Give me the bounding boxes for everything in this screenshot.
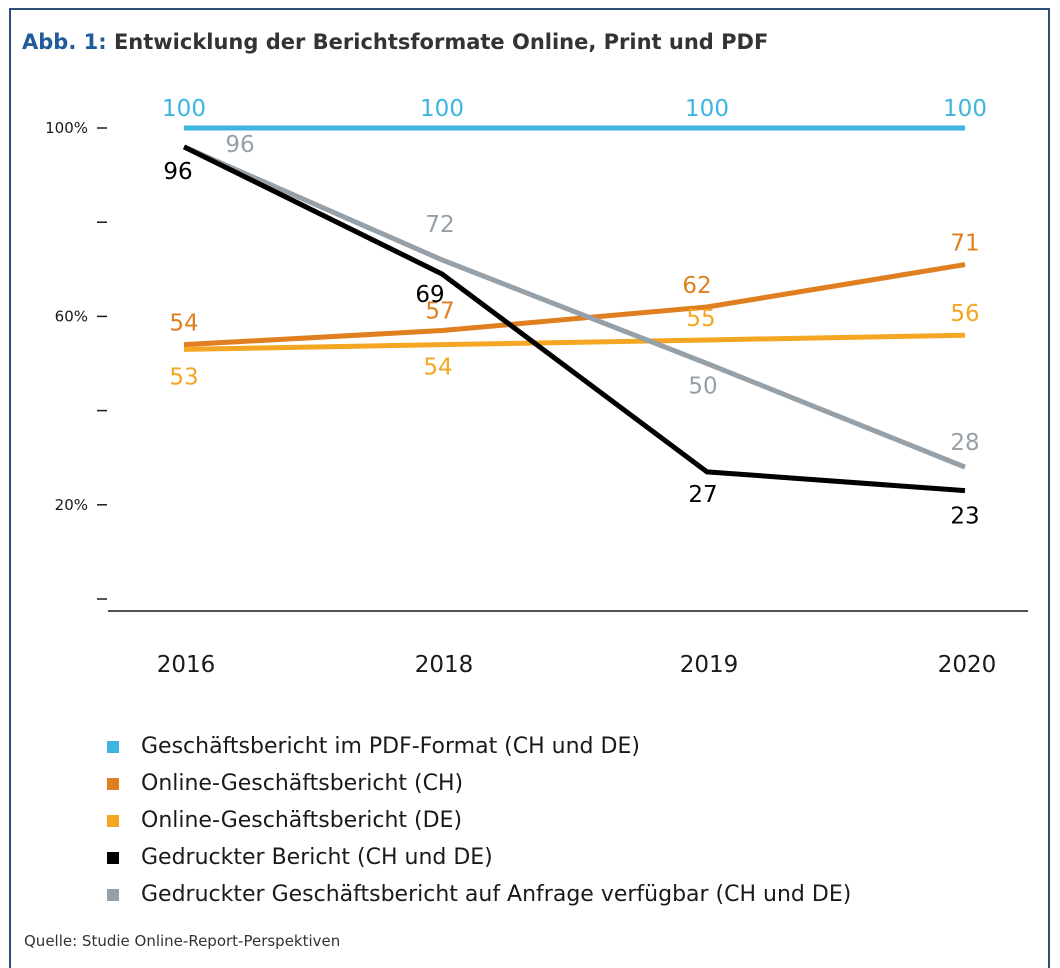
data-label: 55 (686, 306, 715, 332)
legend-swatch (107, 777, 119, 790)
legend-label: Gedruckter Bericht (CH und DE) (141, 845, 493, 870)
series-line (183, 332, 966, 352)
data-label: 57 (425, 299, 454, 325)
x-tick-label: 2016 (157, 652, 216, 678)
data-label: 62 (682, 273, 711, 299)
y-tick-label: 100% (45, 119, 88, 137)
legend-label: Gedruckter Geschäftsbericht auf Anfrage … (141, 882, 852, 907)
data-label: 69 (415, 282, 444, 308)
legend-item: Gedruckter Bericht (CH und DE) (107, 839, 851, 876)
data-label: 72 (425, 212, 454, 238)
data-label: 100 (685, 96, 729, 122)
series-line (182, 144, 966, 470)
legend-item: Online-Geschäftsbericht (DE) (107, 802, 851, 839)
legend-item: Online-Geschäftsbericht (CH) (107, 765, 851, 802)
x-tick-label: 2019 (680, 652, 739, 678)
chart-legend: Geschäftsbericht im PDF-Format (CH und D… (107, 728, 851, 913)
data-label: 54 (169, 311, 198, 337)
legend-label: Online-Geschäftsbericht (DE) (141, 808, 463, 833)
legend-swatch (107, 740, 119, 753)
legend-label: Geschäftsbericht im PDF-Format (CH und D… (141, 734, 640, 759)
x-tick-label: 2020 (938, 652, 997, 678)
series-line (182, 144, 966, 494)
data-label: 96 (163, 159, 192, 185)
legend-swatch (107, 851, 119, 864)
legend-swatch (107, 888, 119, 901)
y-tick-label: 60% (55, 307, 88, 325)
y-tick-label: 20% (55, 496, 88, 514)
data-label: 23 (950, 504, 979, 530)
figure-frame (9, 8, 1050, 968)
figure-label: Abb. 1: (22, 30, 107, 54)
data-label: 28 (950, 430, 979, 456)
line-chart: 100% 60% 20% 2016 2018 2019 2020 100 100 100 100 54… (45, 96, 1028, 678)
data-label: 56 (950, 301, 979, 327)
figure-title-text: Entwicklung der Berichtsformate Online, … (113, 30, 769, 54)
legend-swatch (107, 814, 119, 827)
data-label: 71 (950, 231, 979, 257)
figure-title: Abb. 1: Entwicklung der Berichtsformate … (22, 30, 768, 54)
data-label: 50 (688, 374, 717, 400)
legend-label: Online-Geschäftsbericht (CH) (141, 771, 464, 796)
data-label: 27 (688, 482, 717, 508)
data-label: 96 (225, 132, 254, 158)
legend-item: Geschäftsbericht im PDF-Format (CH und D… (107, 728, 851, 765)
data-label: 100 (162, 96, 206, 122)
x-tick-label: 2018 (415, 652, 474, 678)
legend-item: Gedruckter Geschäftsbericht auf Anfrage … (107, 876, 851, 913)
series-line (183, 262, 966, 348)
source-note: Quelle: Studie Online-Report-Perspektive… (24, 932, 341, 950)
data-label: 100 (420, 96, 464, 122)
data-label: 54 (423, 355, 452, 381)
data-label: 100 (943, 96, 987, 122)
data-label: 53 (169, 364, 198, 390)
